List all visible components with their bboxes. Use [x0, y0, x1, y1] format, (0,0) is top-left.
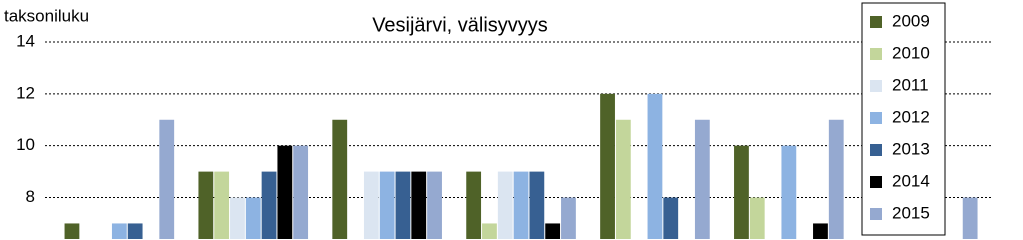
bar [395, 171, 411, 239]
bar [663, 197, 679, 239]
bar [261, 171, 277, 239]
bar [427, 171, 442, 239]
y-axis-label: taksoniluku [4, 6, 89, 25]
y-tick-label: 8 [26, 187, 35, 206]
bar [734, 145, 749, 239]
bar [513, 171, 529, 239]
legend-swatch [870, 80, 882, 92]
bar [749, 197, 765, 239]
legend-label: 2011 [892, 75, 929, 94]
bar [159, 119, 175, 239]
bar [332, 119, 348, 239]
legend-swatch [870, 48, 882, 60]
bar [214, 171, 230, 239]
bar [245, 197, 261, 239]
bar [694, 119, 710, 239]
legend-swatch [870, 208, 882, 220]
legend-label: 2012 [892, 107, 930, 126]
bar [277, 145, 293, 239]
chart-title: Vesijärvi, välisyvyys [372, 14, 548, 36]
y-tick-label: 12 [16, 83, 35, 102]
bar [293, 145, 309, 239]
bar [545, 223, 561, 239]
legend-swatch [870, 144, 882, 156]
bar [230, 197, 245, 239]
y-tick-label: 14 [16, 31, 35, 50]
bar [411, 171, 427, 239]
legend-label: 2009 [892, 11, 930, 30]
legend-swatch [870, 16, 882, 28]
legend-label: 2014 [892, 171, 930, 190]
bar [561, 197, 576, 239]
bar [813, 223, 828, 239]
legend-label: 2013 [892, 139, 930, 158]
bar [466, 171, 482, 239]
legend-swatch [870, 112, 882, 124]
y-tick-label: 10 [16, 135, 35, 154]
legend-label: 2015 [892, 203, 930, 222]
bar [379, 171, 395, 239]
bar [363, 171, 379, 239]
bar [600, 93, 615, 239]
legend-swatch [870, 176, 882, 188]
bar [497, 171, 513, 239]
bar [198, 171, 214, 239]
bar [781, 145, 797, 239]
bar [647, 93, 663, 239]
legend-label: 2010 [892, 43, 930, 62]
bar [127, 223, 143, 239]
bar [529, 171, 545, 239]
bar [962, 197, 978, 239]
bar [64, 223, 80, 239]
bar [482, 223, 497, 239]
bar [111, 223, 127, 239]
bar [828, 119, 844, 239]
bar [615, 119, 631, 239]
